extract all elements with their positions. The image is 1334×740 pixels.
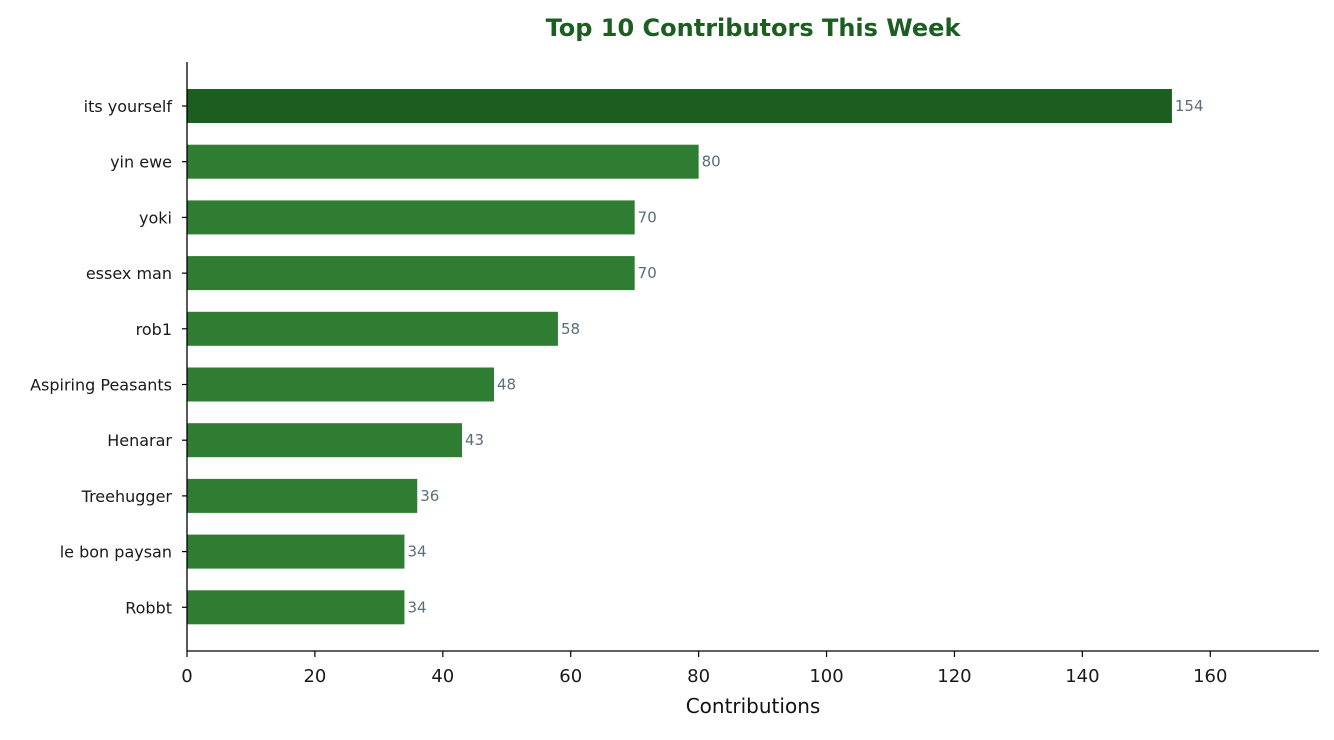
value-labels-group: 154 80 70 70 58 48 43 36 34 34 <box>407 97 1203 616</box>
bar-5 <box>187 311 558 346</box>
y-tick-label-1: its yourself <box>84 97 173 116</box>
y-tick-label-8: Treehugger <box>81 487 173 506</box>
value-label-6: 48 <box>497 376 516 394</box>
x-tick-label-0: 0 <box>181 666 192 687</box>
value-label-5: 58 <box>561 320 580 338</box>
x-axis: 0 20 40 60 80 100 120 140 160 <box>181 650 1319 687</box>
y-tick-label-7: Henarar <box>107 431 172 450</box>
bar-6 <box>187 367 494 402</box>
y-tick-label-3: yoki <box>139 208 172 227</box>
bar-3 <box>187 200 635 235</box>
x-tick-label-80: 80 <box>687 666 710 687</box>
y-tick-label-2: yin ewe <box>110 153 172 172</box>
value-label-2: 80 <box>702 153 721 171</box>
bar-4 <box>187 256 635 291</box>
y-tick-label-5: rob1 <box>136 320 172 339</box>
x-tick-label-120: 120 <box>937 666 971 687</box>
chart-title: Top 10 Contributors This Week <box>546 14 962 42</box>
y-tick-label-9: le bon paysan <box>60 543 172 562</box>
x-tick-label-140: 140 <box>1065 666 1099 687</box>
bar-8 <box>187 478 418 513</box>
x-tick-label-100: 100 <box>809 666 843 687</box>
value-label-1: 154 <box>1175 97 1204 115</box>
x-axis-label: Contributions <box>686 694 821 718</box>
x-tick-label-20: 20 <box>303 666 326 687</box>
value-label-4: 70 <box>638 264 657 282</box>
bars-group <box>187 89 1172 625</box>
value-label-8: 36 <box>420 487 439 505</box>
value-label-10: 34 <box>407 598 426 616</box>
value-label-9: 34 <box>407 543 426 561</box>
bar-7 <box>187 423 463 458</box>
x-tick-label-40: 40 <box>431 666 454 687</box>
value-label-7: 43 <box>465 431 484 449</box>
x-tick-label-60: 60 <box>559 666 582 687</box>
y-tick-label-6: Aspiring Peasants <box>30 376 172 395</box>
y-axis: its yourself yin ewe yoki essex man rob1 Aspi… <box>30 62 188 651</box>
bar-10 <box>187 590 405 625</box>
bar-1 <box>187 89 1172 123</box>
bar-9 <box>187 534 405 569</box>
x-tick-label-160: 160 <box>1193 666 1227 687</box>
value-label-3: 70 <box>638 208 657 226</box>
y-tick-label-4: essex man <box>86 264 172 283</box>
bar-2 <box>187 144 699 179</box>
y-tick-label-10: Robbt <box>125 598 172 617</box>
